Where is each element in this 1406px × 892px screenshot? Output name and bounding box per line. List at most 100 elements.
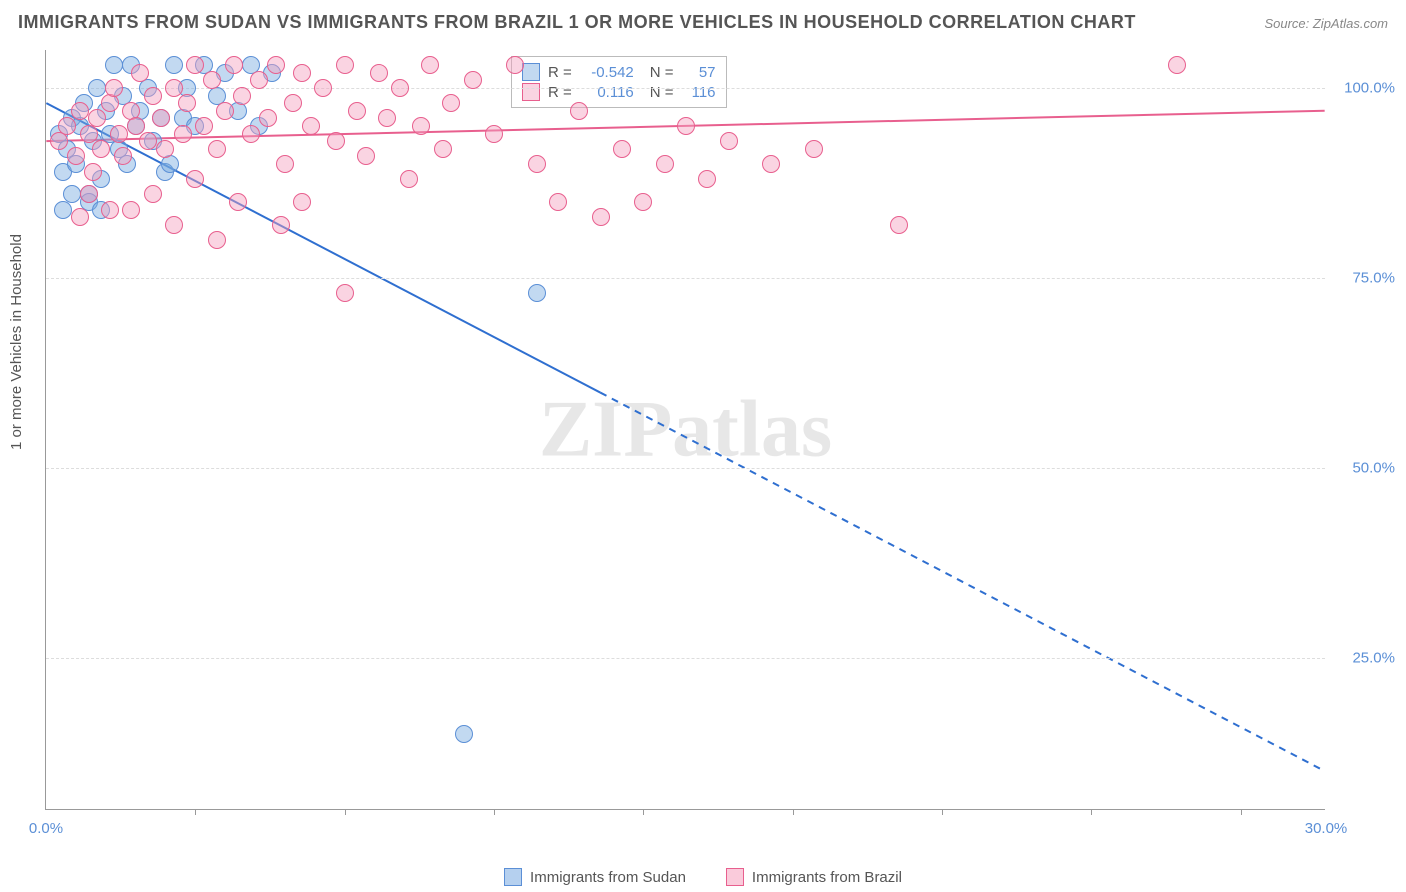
plot-area: ZIPatlas R =-0.542N =57R =0.116N =116 25… [45,50,1325,810]
stats-row: R =-0.542N =57 [522,63,716,81]
scatter-point [442,94,460,112]
scatter-point [400,170,418,188]
y-tick-label: 75.0% [1335,270,1395,287]
legend-label: Immigrants from Brazil [752,869,902,886]
x-minor-tick [345,809,346,815]
scatter-point [174,125,192,143]
scatter-point [233,87,251,105]
x-minor-tick [793,809,794,815]
scatter-point [890,216,908,234]
bottom-legend: Immigrants from Sudan Immigrants from Bra… [0,868,1406,886]
gridline-h [46,658,1325,659]
scatter-point [284,94,302,112]
scatter-point [80,185,98,203]
scatter-point [165,216,183,234]
legend-item: Immigrants from Brazil [726,868,902,886]
scatter-point [101,94,119,112]
scatter-point [421,56,439,74]
scatter-point [327,132,345,150]
stat-n-value: 57 [682,64,716,81]
stats-row: R =0.116N =116 [522,83,716,101]
stat-r-value: -0.542 [580,64,634,81]
scatter-point [127,117,145,135]
legend-item: Immigrants from Sudan [504,868,686,886]
scatter-point [225,56,243,74]
scatter-point [165,79,183,97]
scatter-point [370,64,388,82]
scatter-point [110,125,128,143]
legend-swatch [726,868,744,886]
scatter-point [570,102,588,120]
scatter-point [152,109,170,127]
stat-n-value: 116 [682,84,716,101]
scatter-point [71,102,89,120]
scatter-point [92,140,110,158]
scatter-point [58,117,76,135]
regression-line-dashed [600,393,1324,771]
scatter-point [549,193,567,211]
scatter-point [114,147,132,165]
stat-n-label: N = [650,64,674,81]
y-tick-label: 25.0% [1335,650,1395,667]
x-tick-label: 0.0% [29,820,63,837]
y-axis-label: 1 or more Vehicles in Household [8,234,25,450]
x-tick-label: 30.0% [1305,820,1348,837]
scatter-point [84,163,102,181]
scatter-point [455,725,473,743]
scatter-point [156,140,174,158]
scatter-point [229,193,247,211]
scatter-point [391,79,409,97]
scatter-point [720,132,738,150]
y-tick-label: 50.0% [1335,460,1395,477]
scatter-point [293,64,311,82]
legend-swatch [504,868,522,886]
scatter-point [357,147,375,165]
scatter-point [336,56,354,74]
regression-lines-layer [46,50,1325,809]
scatter-point [88,79,106,97]
scatter-point [348,102,366,120]
scatter-point [101,201,119,219]
legend-swatch [522,63,540,81]
gridline-h [46,468,1325,469]
scatter-point [272,216,290,234]
scatter-point [528,284,546,302]
scatter-point [208,140,226,158]
chart-title: IMMIGRANTS FROM SUDAN VS IMMIGRANTS FROM… [18,12,1136,33]
scatter-point [506,56,524,74]
stat-r-value: 0.116 [580,84,634,101]
scatter-point [592,208,610,226]
x-minor-tick [942,809,943,815]
scatter-point [267,56,285,74]
scatter-point [250,71,268,89]
scatter-point [485,125,503,143]
scatter-point [67,147,85,165]
x-minor-tick [494,809,495,815]
scatter-point [762,155,780,173]
scatter-point [698,170,716,188]
gridline-h [46,278,1325,279]
scatter-point [88,109,106,127]
scatter-point [139,132,157,150]
scatter-point [122,201,140,219]
scatter-point [412,117,430,135]
scatter-point [528,155,546,173]
scatter-point [71,208,89,226]
scatter-point [302,117,320,135]
scatter-point [144,87,162,105]
x-minor-tick [195,809,196,815]
legend-label: Immigrants from Sudan [530,869,686,886]
scatter-point [131,64,149,82]
scatter-point [186,170,204,188]
stat-n-label: N = [650,84,674,101]
scatter-point [195,117,213,135]
x-minor-tick [1091,809,1092,815]
regression-line [46,103,600,392]
source-label: Source: ZipAtlas.com [1264,16,1388,31]
scatter-point [276,155,294,173]
scatter-point [259,109,277,127]
scatter-point [434,140,452,158]
scatter-point [165,56,183,74]
scatter-point [656,155,674,173]
scatter-point [54,201,72,219]
